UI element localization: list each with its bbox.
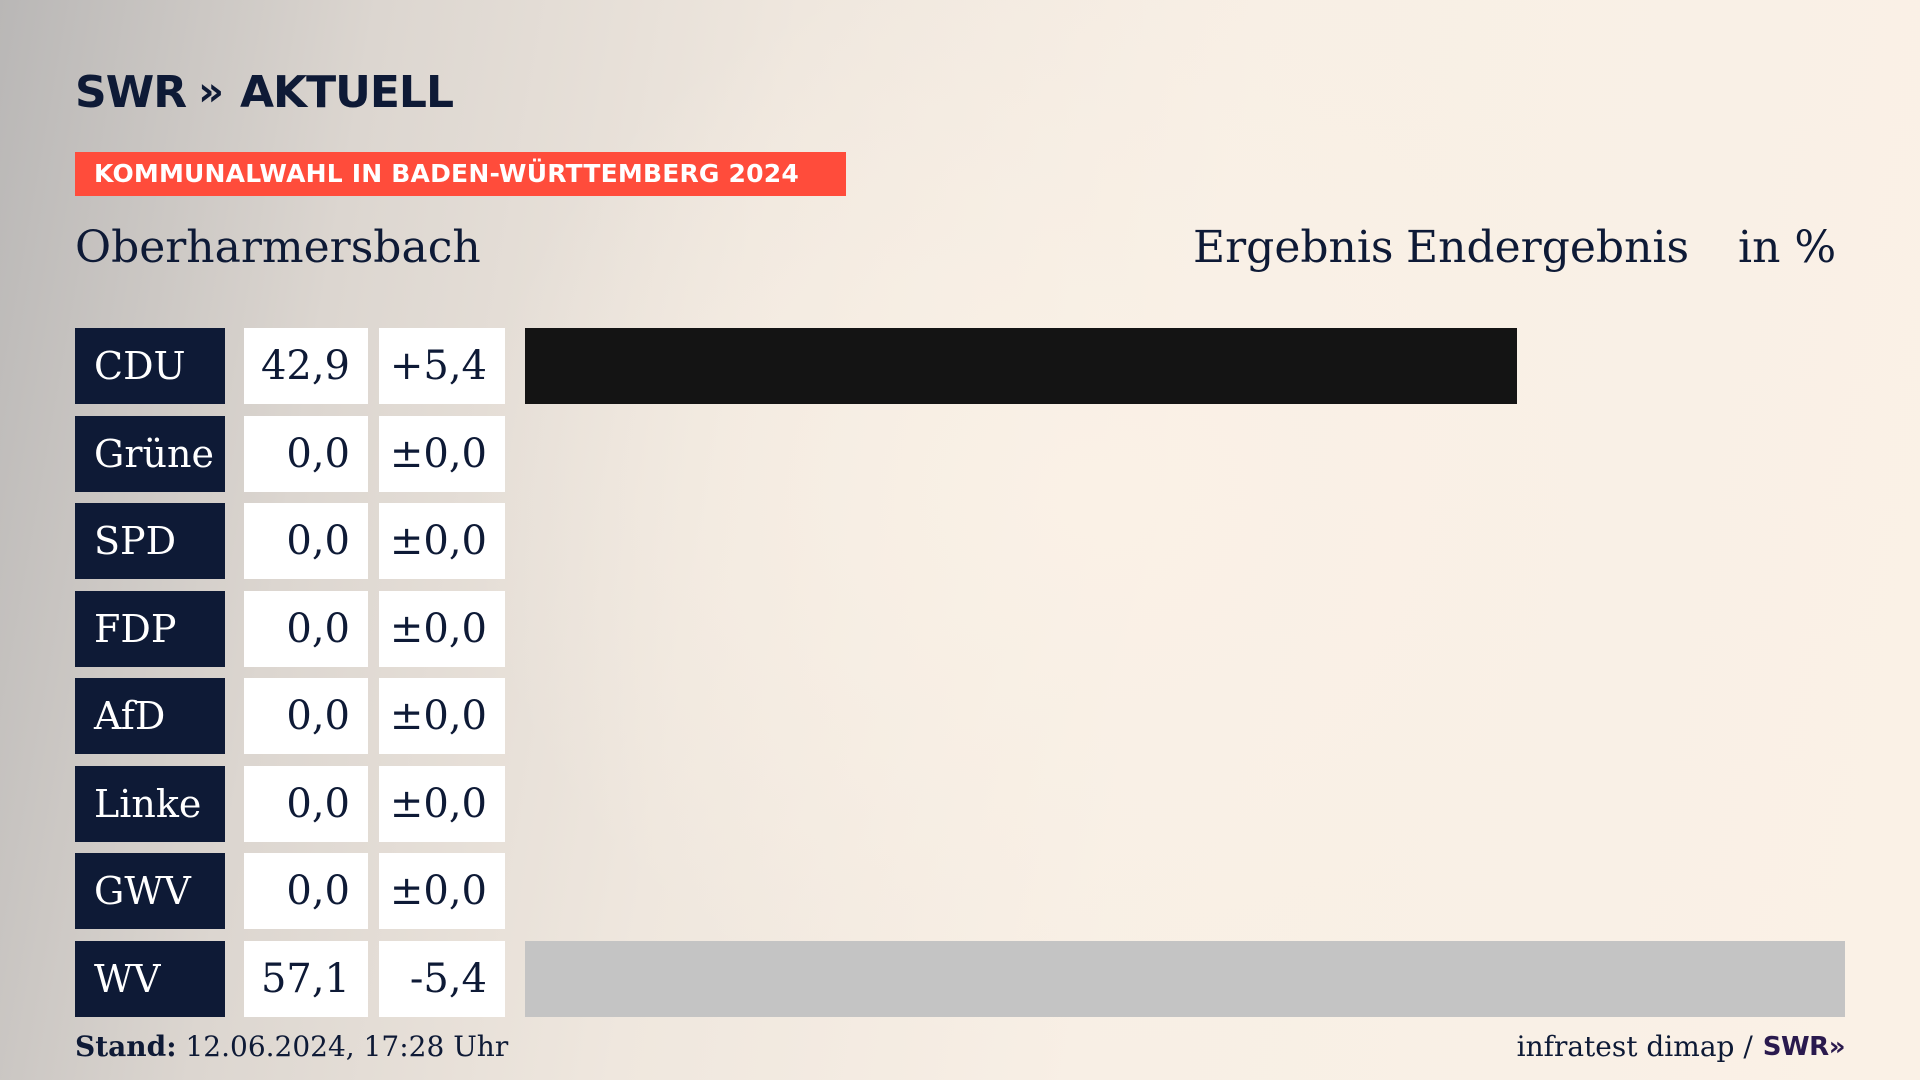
result-value: 57,1 bbox=[244, 940, 368, 1017]
result-value: 0,0 bbox=[244, 590, 368, 667]
party-label: Grüne bbox=[75, 415, 225, 492]
party-label: FDP bbox=[75, 590, 225, 667]
source-credit: infratest dimap / SWR» bbox=[1516, 1030, 1846, 1063]
result-diff: ±0,0 bbox=[379, 765, 505, 842]
stand-value: 12.06.2024, 17:28 Uhr bbox=[185, 1030, 509, 1063]
result-bar bbox=[525, 328, 1517, 404]
party-label: AfD bbox=[75, 678, 225, 754]
result-value: 0,0 bbox=[244, 765, 368, 842]
source-text: infratest dimap / bbox=[1516, 1030, 1753, 1063]
party-label: SPD bbox=[75, 503, 225, 579]
logo-swr: SWR bbox=[75, 66, 187, 118]
result-bar bbox=[525, 940, 1845, 1017]
result-value: 0,0 bbox=[244, 415, 368, 492]
result-diff: -5,4 bbox=[379, 940, 505, 1017]
header-endergebnis: Endergebnis bbox=[1406, 222, 1690, 273]
party-label: GWV bbox=[75, 853, 225, 929]
header-unit: in % bbox=[1738, 222, 1837, 273]
result-diff: ±0,0 bbox=[379, 678, 505, 754]
result-diff: ±0,0 bbox=[379, 503, 505, 579]
election-banner: KOMMUNALWAHL IN BADEN-WÜRTTEMBERG 2024 bbox=[75, 152, 846, 196]
swr-small-logo: SWR» bbox=[1762, 1031, 1846, 1062]
result-value: 42,9 bbox=[244, 328, 368, 404]
party-label: Linke bbox=[75, 765, 225, 842]
result-value: 0,0 bbox=[244, 678, 368, 754]
place-title: Oberharmersbach bbox=[75, 222, 481, 273]
result-value: 0,0 bbox=[244, 853, 368, 929]
swr-aktuell-logo: SWR» AKTUELL bbox=[75, 67, 454, 118]
result-diff: ±0,0 bbox=[379, 415, 505, 492]
logo-chevrons-icon: » bbox=[198, 69, 224, 115]
stand-label: Stand: bbox=[75, 1030, 177, 1063]
party-label: CDU bbox=[75, 328, 225, 404]
header-ergebnis: Ergebnis bbox=[1193, 222, 1394, 273]
result-value: 0,0 bbox=[244, 503, 368, 579]
result-diff: ±0,0 bbox=[379, 853, 505, 929]
result-diff: +5,4 bbox=[379, 328, 505, 404]
party-label: WV bbox=[75, 940, 225, 1017]
timestamp: Stand: 12.06.2024, 17:28 Uhr bbox=[75, 1030, 508, 1063]
logo-aktuell: AKTUELL bbox=[239, 66, 454, 118]
result-diff: ±0,0 bbox=[379, 590, 505, 667]
